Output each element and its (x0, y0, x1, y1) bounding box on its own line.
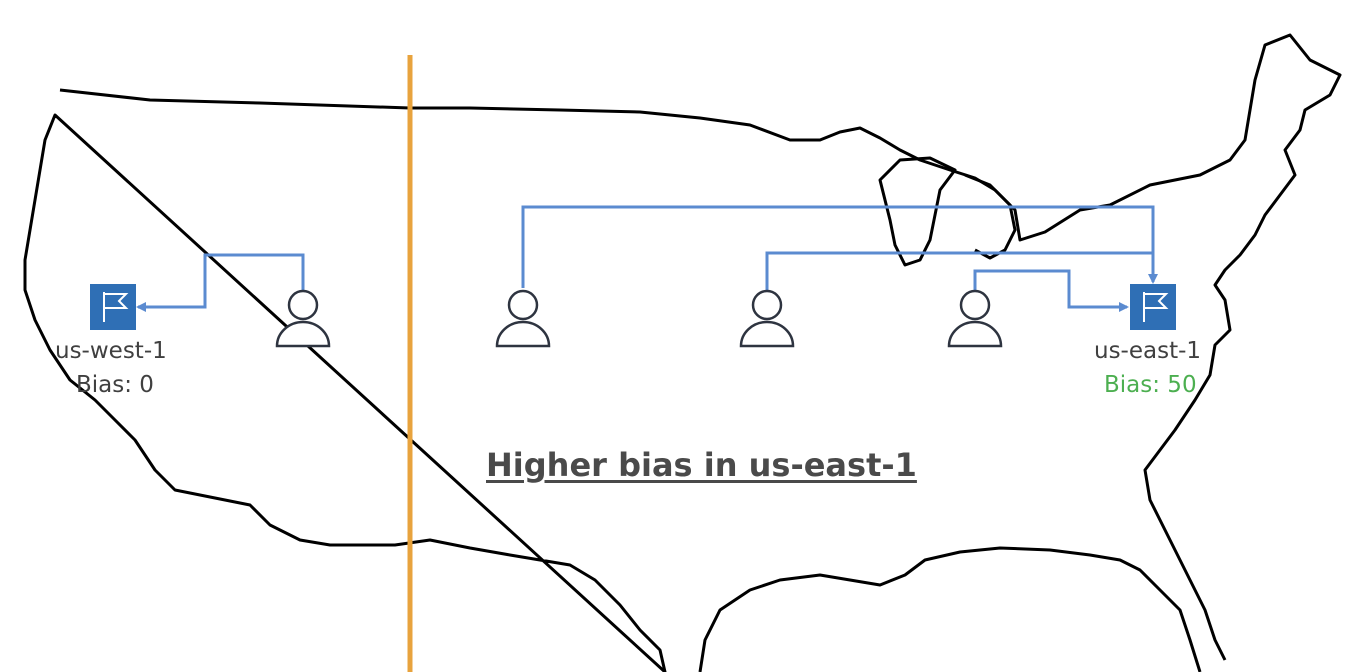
region-name-us-east-1: us-east-1 (1094, 338, 1202, 364)
region-icon-us-east-1 (1130, 284, 1176, 330)
great-lakes-outline (878, 156, 1017, 267)
connector-user-3-to-us-east-1 (765, 251, 1153, 290)
connector-user-1-to-us-west-1 (136, 253, 305, 312)
connector-user-2-to-us-east-1 (521, 205, 1158, 288)
us-map-outline (23, 33, 1342, 672)
user-icon (275, 289, 331, 348)
connector-user-4-to-us-east-1 (973, 269, 1129, 312)
flag-icon (1143, 292, 1169, 322)
flag-icon (103, 292, 129, 322)
region-bias-us-west-1: Bias: 0 (76, 372, 154, 398)
user-icon (495, 289, 551, 348)
region-bias-us-east-1: Bias: 50 (1104, 372, 1197, 398)
region-icon-us-west-1 (90, 284, 136, 330)
user-icon (947, 289, 1003, 348)
user-icon (739, 289, 795, 348)
region-name-us-west-1: us-west-1 (55, 338, 167, 364)
diagram-caption: Higher bias in us-east-1 (486, 446, 917, 484)
